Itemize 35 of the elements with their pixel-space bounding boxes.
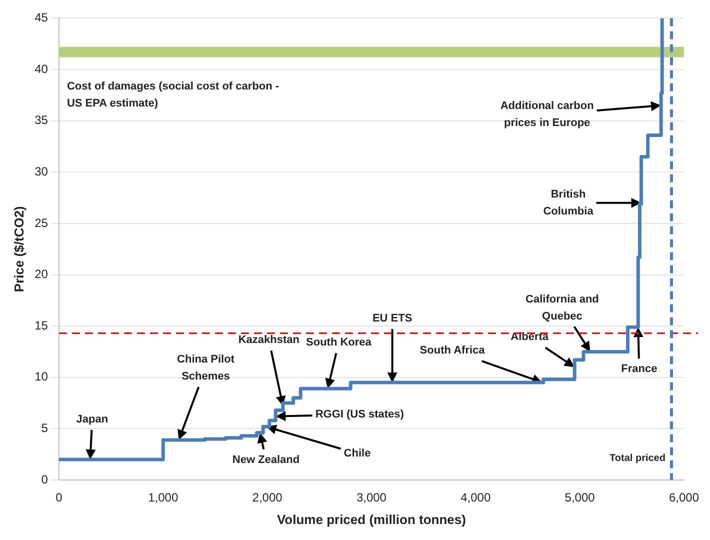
annotation: China Pilot Schemes xyxy=(177,354,235,383)
y-tick-label: 10 xyxy=(34,370,48,384)
annotation: South Korea xyxy=(306,336,372,349)
y-tick-label: 25 xyxy=(34,216,48,230)
x-tick-label: 2,000 xyxy=(252,490,283,505)
x-tick-label: 0 xyxy=(56,490,63,505)
band-label: Cost of damages (social cost of carbon - US EPA estimate) xyxy=(66,80,280,110)
x-tick-label: 6,000 xyxy=(668,490,700,505)
annotation: RGGI (US states) xyxy=(315,408,404,420)
annotation: EU ETS xyxy=(372,312,412,325)
y-tick-label: 35 xyxy=(34,113,48,128)
y-tick-label: 40 xyxy=(34,62,48,76)
x-tick-label: 3,000 xyxy=(356,490,387,505)
y-tick-label: 20 xyxy=(34,267,48,282)
y-tick-label: 45 xyxy=(34,10,48,25)
annotation: France xyxy=(621,363,658,376)
x-axis-title: Volume priced (million tonnes) xyxy=(276,512,466,527)
annotation: Kazakhstan xyxy=(238,334,300,346)
y-axis-title: Price ($/tCO2) xyxy=(11,206,26,292)
annotation: California and Quebec xyxy=(526,293,599,322)
x-tick-label: 4,000 xyxy=(460,490,491,505)
y-tick-label: 15 xyxy=(34,318,48,332)
y-tick-label: 0 xyxy=(41,472,48,486)
annotation: South Africa xyxy=(420,344,486,357)
annotation: Japan xyxy=(76,414,108,426)
x-tick-label: 5,000 xyxy=(564,490,596,505)
annotation: British Columbia xyxy=(543,188,594,218)
y-tick-label: 30 xyxy=(34,164,48,178)
annotation: Alberta xyxy=(510,331,550,344)
ref-line-label: Total priced xyxy=(610,452,666,464)
annotation: Additional carbon prices in Europe xyxy=(500,100,594,129)
annotation: New Zealand xyxy=(232,454,300,466)
x-tick-label: 1,000 xyxy=(148,490,178,505)
annotation: Chile xyxy=(344,448,371,460)
y-tick-label: 5 xyxy=(41,421,48,435)
